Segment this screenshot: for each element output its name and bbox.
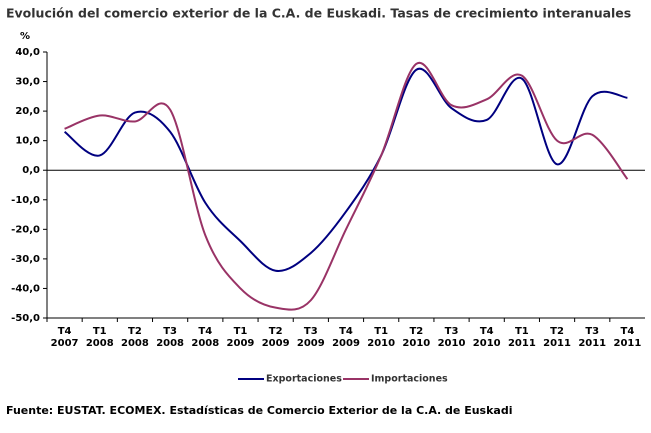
legend-label: Exportaciones xyxy=(266,374,342,385)
x-tick-label: T4 2009 xyxy=(332,326,360,349)
source: Fuente: EUSTAT. ECOMEX. Estadísticas de … xyxy=(6,404,512,417)
x-tick-label: T4 2011 xyxy=(613,326,641,349)
x-tick-label: T1 2011 xyxy=(508,326,536,349)
x-tick-label: T3 2009 xyxy=(297,326,325,349)
y-tick-label: -40,0 xyxy=(11,283,40,294)
line-series xyxy=(63,67,628,272)
x-tick-label: T1 2008 xyxy=(86,326,114,349)
y-tick-label: -20,0 xyxy=(11,224,40,235)
x-tick-label: T4 2008 xyxy=(191,326,219,349)
x-tick-label: T4 2007 xyxy=(51,326,79,349)
x-tick-label: T3 2011 xyxy=(578,326,606,349)
x-tick-label: T1 2009 xyxy=(227,326,255,349)
line-series xyxy=(64,61,629,311)
y-tick-label: 10,0 xyxy=(15,136,40,147)
chart-title: Evolución del comercio exterior de la C.… xyxy=(6,6,631,21)
legend-label: Importaciones xyxy=(371,374,448,385)
y-tick-label: -10,0 xyxy=(11,195,40,206)
y-tick-label: 30,0 xyxy=(15,77,40,88)
x-tick-label: T3 2008 xyxy=(156,326,184,349)
x-tick-label: T1 2010 xyxy=(367,326,395,349)
x-tick-label: T2 2011 xyxy=(543,326,571,349)
x-tick-label: T4 2010 xyxy=(473,326,501,349)
x-tick-label: T2 2010 xyxy=(402,326,430,349)
x-tick-label: T2 2008 xyxy=(121,326,149,349)
y-tick-label: 0,0 xyxy=(22,165,40,176)
y-tick-label: -50,0 xyxy=(11,313,40,324)
y-axis-label: % xyxy=(20,31,30,42)
y-tick-label: -30,0 xyxy=(11,254,40,265)
y-tick-label: 40,0 xyxy=(15,47,40,58)
x-tick-label: T2 2009 xyxy=(262,326,290,349)
y-tick-label: 20,0 xyxy=(15,106,40,117)
x-tick-label: T3 2010 xyxy=(438,326,466,349)
